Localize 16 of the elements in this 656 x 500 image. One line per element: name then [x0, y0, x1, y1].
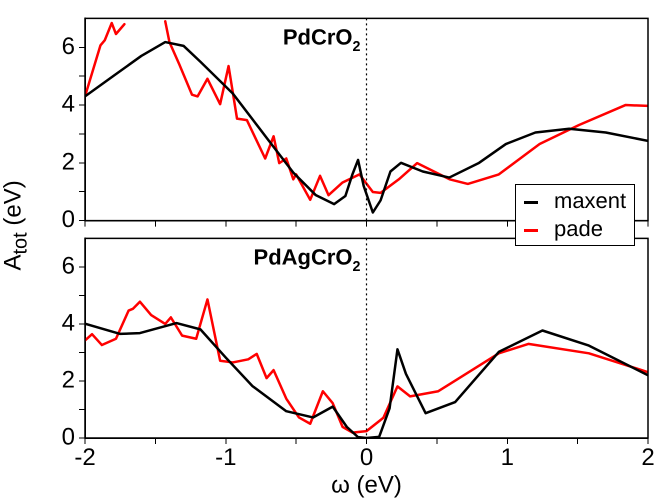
y-tick-label: 4 — [62, 90, 75, 118]
y-tick-label: 0 — [62, 206, 75, 234]
x-tick-label: 1 — [500, 444, 514, 472]
x-axis-title: ω (eV) — [331, 472, 402, 499]
legend-label: maxent — [554, 188, 626, 213]
x-tick-label: 2 — [641, 444, 655, 472]
y-tick-label: 0 — [62, 424, 75, 451]
y-tick-label: 6 — [62, 32, 75, 60]
y-tick-label: 6 — [62, 252, 75, 280]
y-tick-label: 2 — [62, 366, 75, 394]
y-tick-label: 2 — [62, 148, 75, 176]
legend-label: pade — [554, 216, 603, 241]
x-tick-label: -1 — [215, 444, 236, 472]
x-tick-label: -2 — [74, 444, 96, 472]
x-tick-label: 0 — [360, 444, 374, 472]
y-tick-label: 4 — [62, 310, 75, 337]
